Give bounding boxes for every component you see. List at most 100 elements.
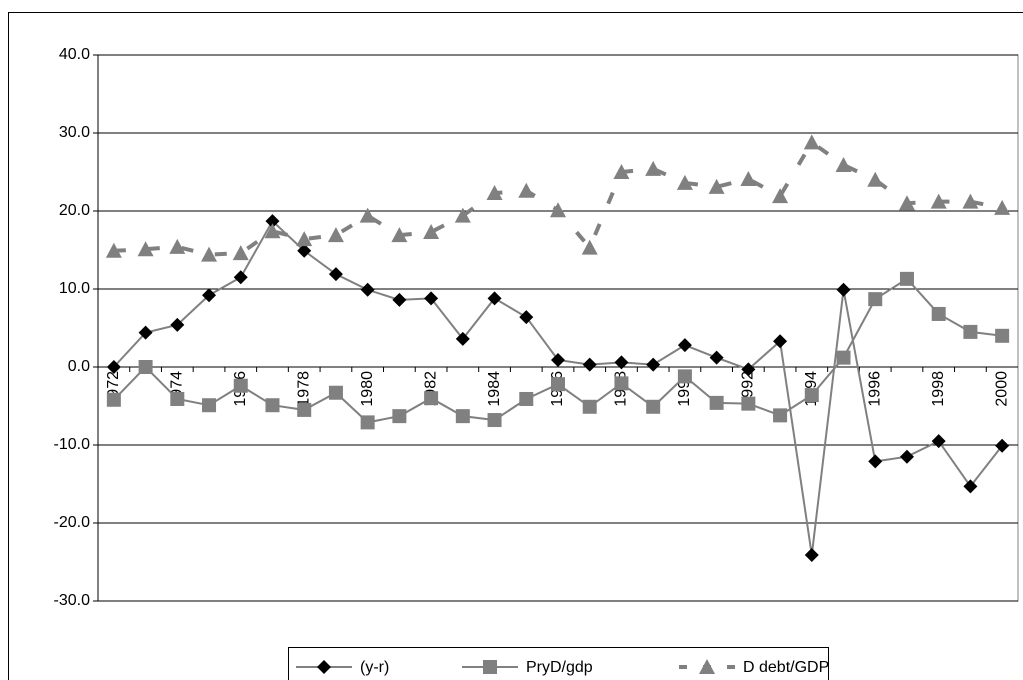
triangle-marker [772, 188, 789, 204]
triangle-marker [486, 185, 503, 201]
diamond-marker [202, 288, 217, 303]
diamond-marker [709, 350, 724, 365]
square-marker [360, 415, 375, 430]
diamond-marker [836, 282, 851, 297]
x-tick-label: 1978 [295, 371, 312, 407]
diamond-marker [519, 310, 534, 325]
diamond-marker [297, 243, 312, 258]
square-marker [614, 376, 629, 391]
diamond-marker [360, 282, 375, 297]
square-marker [646, 399, 661, 414]
square-marker [868, 292, 883, 307]
plot-area [97, 54, 1019, 602]
triangle-marker [930, 193, 947, 209]
square-marker [297, 402, 312, 417]
y-tick-label: -10.0 [54, 436, 91, 453]
diamond-marker [741, 362, 756, 377]
square-marker [582, 399, 597, 414]
triangle-marker [264, 223, 281, 239]
triangle-marker [105, 242, 122, 258]
triangle-marker [835, 156, 852, 172]
square-marker [899, 271, 914, 286]
square-marker [328, 385, 343, 400]
diamond-marker [233, 270, 248, 285]
y-tick-label: -20.0 [54, 514, 91, 531]
triangle-marker [613, 164, 630, 179]
square-marker [741, 396, 756, 411]
square-marker [424, 391, 439, 406]
square-marker [551, 377, 565, 392]
diamond-marker [455, 331, 470, 346]
triangle-marker [550, 202, 566, 218]
diamond-marker [317, 660, 331, 674]
triangle-marker [962, 193, 979, 209]
diamond-marker [392, 292, 407, 307]
square-marker [202, 398, 217, 413]
square-marker [677, 369, 692, 384]
square-marker [265, 398, 280, 413]
diamond-marker [963, 479, 978, 494]
triangle-marker [740, 171, 757, 187]
triangle-marker [327, 227, 344, 243]
square-marker [931, 306, 946, 321]
triangle-marker [708, 178, 725, 194]
square-marker [233, 378, 248, 393]
y-tick-label: 30.0 [59, 124, 90, 141]
x-tick-label: 2000 [993, 371, 1010, 407]
diamond-marker [170, 317, 185, 332]
triangle-marker [169, 238, 186, 254]
triangle-marker [518, 182, 535, 198]
diamond-marker [424, 291, 439, 306]
square-marker [804, 388, 819, 403]
triangle-marker [581, 239, 598, 255]
triangle-marker [359, 207, 376, 223]
triangle-marker [645, 160, 662, 176]
triangle-marker [867, 171, 884, 187]
legend-label: D debt/GDP [743, 659, 829, 676]
triangle-marker [201, 246, 218, 262]
triangle-marker [296, 231, 313, 247]
diamond-marker [646, 357, 661, 372]
diamond-marker [899, 449, 914, 464]
diamond-marker [614, 355, 629, 370]
square-marker [963, 324, 978, 339]
diamond-marker [106, 360, 121, 374]
legend-label: PryD/gdp [526, 659, 593, 676]
triangle-marker [898, 195, 915, 211]
x-tick-label: 1996 [866, 371, 883, 407]
legend-label: (y-r) [360, 659, 389, 676]
diamond-marker [582, 357, 597, 372]
triangle-marker [232, 245, 249, 261]
triangle-marker [676, 174, 693, 190]
square-marker [483, 660, 497, 674]
y-tick-label: 10.0 [59, 280, 90, 297]
diamond-marker [995, 438, 1010, 453]
y-tick-label: 0.0 [68, 358, 90, 375]
diamond-marker [804, 547, 819, 562]
diamond-marker [868, 454, 883, 469]
square-marker [709, 395, 724, 410]
y-tick-label: 40.0 [59, 46, 90, 63]
triangle-marker [137, 241, 154, 257]
diamond-marker [328, 267, 343, 282]
diamond-marker [265, 214, 280, 229]
square-marker [773, 408, 788, 423]
square-marker [995, 328, 1010, 343]
legend-box [288, 647, 829, 680]
y-tick-label: -30.0 [54, 592, 91, 609]
diamond-marker [931, 434, 946, 449]
square-marker [138, 360, 153, 374]
triangle-marker [994, 199, 1011, 215]
y-tick-label: 20.0 [59, 202, 90, 219]
square-marker [455, 409, 470, 424]
square-marker [519, 391, 534, 406]
square-marker [836, 350, 851, 365]
x-tick-label: 1998 [930, 371, 947, 407]
diamond-marker [487, 291, 502, 306]
square-marker [392, 409, 407, 424]
x-tick-label: 1984 [486, 371, 503, 407]
diamond-marker [138, 325, 153, 340]
diamond-marker [773, 334, 788, 349]
x-tick-label: 1980 [359, 371, 376, 407]
